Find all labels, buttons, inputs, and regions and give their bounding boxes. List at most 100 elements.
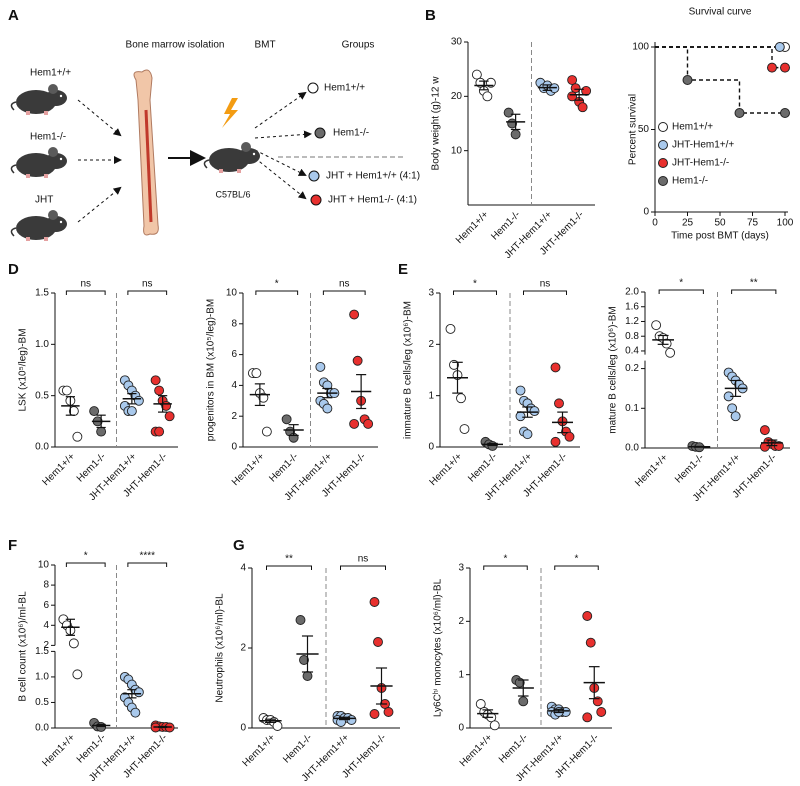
- bracket: [483, 565, 528, 570]
- bracket: [65, 290, 106, 295]
- data-point: [126, 406, 137, 417]
- data-point: [164, 411, 175, 422]
- bracket: [554, 565, 599, 570]
- x-tick-label: Hem1+/+: [633, 452, 670, 489]
- y-tick-label: 0.5: [35, 390, 49, 401]
- significance: **: [750, 278, 758, 289]
- y-tick-label: 3: [458, 563, 464, 574]
- data-point: [554, 398, 564, 409]
- panel-label: A: [8, 7, 19, 24]
- y-axis-label: Body weight (g)-12 w: [431, 76, 442, 171]
- y-tick-label: 50: [638, 124, 650, 135]
- survival-point: [780, 62, 790, 73]
- data-point: [651, 320, 662, 331]
- x-tick-label: Hem1+/+: [40, 451, 77, 488]
- data-point: [582, 611, 593, 621]
- group-key: [307, 82, 319, 94]
- data-point: [299, 655, 309, 665]
- data-point: [261, 426, 272, 437]
- irradiation-icon: [222, 98, 238, 128]
- panel-a: A Bone marrow isolation BMT Groups Hem1+…: [8, 7, 420, 242]
- data-point: [352, 355, 363, 366]
- y-tick-label: 1.5: [35, 646, 49, 657]
- y-tick-label: 30: [451, 37, 463, 48]
- y-axis-label: Percent survival: [628, 94, 639, 165]
- y-axis-label: LSK (x10⁵/leg)-BM: [18, 328, 29, 411]
- panel-label: F: [8, 537, 17, 554]
- y-tick-label: 1.2: [625, 316, 639, 327]
- y-axis-label: mature B cells/leg (x10⁶)-BM: [608, 306, 619, 434]
- significance: ns: [540, 279, 551, 290]
- y-tick-label: 0.2: [625, 363, 639, 374]
- significance: ****: [139, 551, 155, 562]
- data-point: [730, 411, 741, 422]
- y-tick-label: 10: [38, 560, 50, 571]
- survival-point: [734, 108, 745, 118]
- y-tick-label: 0.0: [35, 723, 49, 734]
- group-key: [310, 194, 322, 206]
- data-point: [577, 102, 588, 113]
- data-point: [550, 436, 561, 447]
- x-tick-label: Hem1+/+: [40, 732, 77, 769]
- y-tick-label: 2: [231, 411, 237, 422]
- y-tick-label: 100: [632, 42, 649, 53]
- group-key: [314, 127, 326, 139]
- data-point: [661, 338, 672, 349]
- significance: *: [504, 554, 508, 565]
- data-point: [567, 75, 578, 85]
- x-tick-label: Hem1+/+: [241, 732, 278, 769]
- data-point: [315, 361, 326, 372]
- y-tick-label: 0: [428, 442, 434, 453]
- y-tick-label: 8: [231, 318, 237, 329]
- y-axis-label: immature B cells/leg (x10⁶)-BM: [403, 301, 414, 439]
- y-axis-label: progenitors in BM (x10⁵/leg)-BM: [206, 299, 217, 442]
- data-point: [89, 406, 100, 417]
- bracket: [658, 289, 704, 294]
- significance: *: [84, 551, 88, 562]
- data-point: [369, 597, 380, 607]
- legend-key: [658, 158, 668, 168]
- data-point: [489, 720, 500, 731]
- data-point: [518, 696, 529, 707]
- data-point: [456, 393, 466, 404]
- x-tick-label: Hem1-/-: [281, 732, 314, 765]
- data-point: [471, 69, 482, 80]
- survival-point: [767, 62, 777, 73]
- y-tick-label: 1.5: [35, 288, 49, 299]
- y-tick-label: 1.6: [625, 301, 639, 312]
- data-point: [150, 375, 161, 386]
- data-point: [130, 707, 141, 718]
- data-point: [322, 403, 333, 414]
- group-label: JHT + Hem1-/- (4:1): [328, 195, 417, 206]
- y-tick-label: 0: [643, 207, 649, 218]
- legend-key: [658, 122, 668, 132]
- x-tick-label: Hem1-/-: [673, 452, 706, 485]
- group-key: [308, 170, 320, 182]
- significance: *: [275, 279, 279, 290]
- data-point: [567, 91, 578, 102]
- data-point: [383, 707, 394, 717]
- significance: *: [575, 554, 579, 565]
- survival-line: [655, 46, 785, 69]
- group-label: Hem1+/+: [324, 83, 365, 94]
- y-tick-label: 2: [428, 339, 434, 350]
- y-tick-label: 2: [43, 640, 49, 651]
- y-tick-label: 0: [240, 723, 246, 734]
- legend-key: [658, 176, 668, 186]
- x-tick-label: Hem1-/-: [267, 451, 300, 484]
- y-tick-label: 2: [458, 616, 464, 627]
- donor-label: Hem1+/+: [30, 68, 71, 79]
- data-point: [515, 411, 526, 422]
- y-tick-label: 4: [231, 380, 237, 391]
- data-point: [503, 107, 514, 118]
- x-tick-label: Hem1-/-: [497, 732, 530, 765]
- data-point: [369, 709, 380, 719]
- y-tick-label: 6: [43, 600, 49, 611]
- mouse-icon: [10, 209, 68, 242]
- panel-label: G: [233, 537, 245, 554]
- data-point: [529, 406, 540, 417]
- x-tick-label: 50: [714, 218, 726, 229]
- data-point: [550, 362, 561, 373]
- step-label: Groups: [342, 40, 375, 51]
